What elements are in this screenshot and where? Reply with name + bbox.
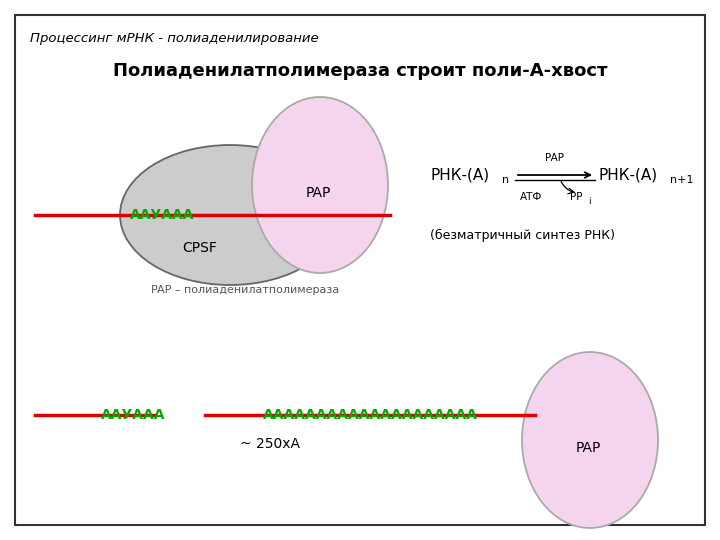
Text: (безматричный синтез РНК): (безматричный синтез РНК) — [430, 228, 615, 241]
Text: PAP: PAP — [575, 441, 600, 455]
Text: АТФ: АТФ — [520, 192, 542, 202]
Text: PAP: PAP — [546, 153, 564, 163]
Text: РНК-(А): РНК-(А) — [430, 167, 489, 183]
Text: Процессинг мРНК - полиаденилирование: Процессинг мРНК - полиаденилирование — [30, 32, 319, 45]
FancyBboxPatch shape — [15, 15, 705, 525]
Text: PP: PP — [570, 192, 582, 202]
Text: n: n — [502, 175, 509, 185]
Text: ААУААА: ААУААА — [130, 208, 194, 222]
Text: ~ 250хА: ~ 250хА — [240, 437, 300, 451]
Text: ААУААА: ААУААА — [101, 408, 166, 422]
Ellipse shape — [252, 97, 388, 273]
Ellipse shape — [120, 145, 340, 285]
Text: PAP – полиаденилатполимераза: PAP – полиаденилатполимераза — [151, 285, 339, 295]
Text: АААААААААААААААААААА: АААААААААААААААААААА — [263, 408, 477, 422]
Text: Полиаденилатполимераза строит поли-А-хвост: Полиаденилатполимераза строит поли-А-хво… — [113, 62, 607, 80]
Text: n+1: n+1 — [670, 175, 693, 185]
Text: CPSF: CPSF — [183, 241, 217, 255]
Text: PAP: PAP — [305, 186, 330, 200]
Text: i: i — [588, 198, 590, 206]
Ellipse shape — [522, 352, 658, 528]
Text: РНК-(А): РНК-(А) — [598, 167, 657, 183]
